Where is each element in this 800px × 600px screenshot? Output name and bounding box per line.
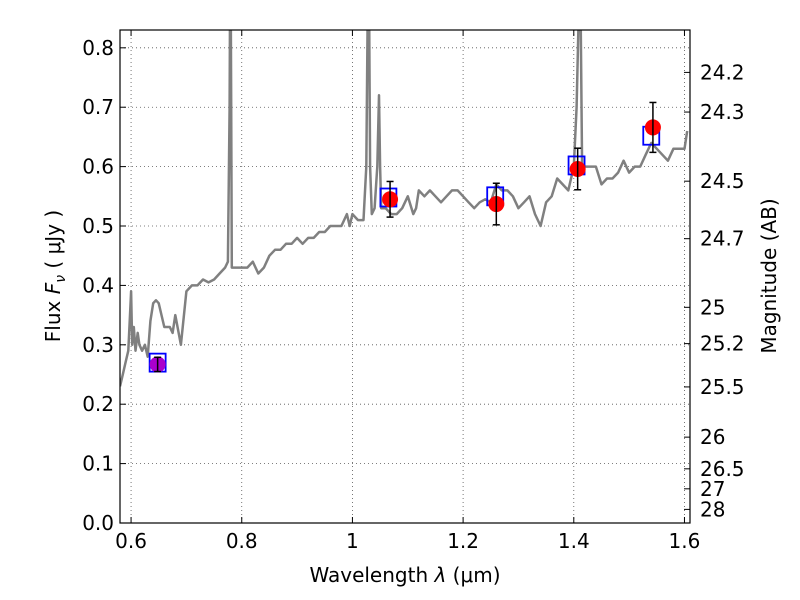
mag-tick-label: 27: [700, 477, 725, 501]
mag-tick-label: 24.7: [700, 227, 745, 251]
y-tick-label: 0.0: [82, 511, 114, 535]
y-tick-label: 0.4: [82, 273, 114, 297]
y-tick-label: 0.6: [82, 155, 114, 179]
model-sed-series: [120, 30, 689, 387]
y-axis-title-unit: ( μJy ): [41, 210, 65, 275]
y-tick-label: 0.5: [82, 214, 114, 238]
x-tick-label: 1.4: [558, 529, 590, 553]
y-axis-title: Flux Fν ( μJy ): [41, 210, 69, 342]
y-tick-label: 0.8: [82, 36, 114, 60]
x-tick-label: 0.6: [115, 529, 147, 553]
y2-axis-title: Magnitude (AB): [757, 198, 781, 353]
x-tick-label: 1: [346, 529, 359, 553]
y-axis-title-symbol: F: [41, 282, 65, 294]
mag-tick-label: 26.5: [700, 457, 745, 481]
x-axis-title-symbol: λ: [433, 563, 446, 587]
y-tick-label: 0.2: [82, 392, 114, 416]
x-tick-label: 1.2: [447, 529, 479, 553]
y-axis-title-subscript: ν: [53, 275, 69, 283]
mag-tick-label: 25: [700, 295, 725, 319]
y-tick-label: 0.1: [82, 452, 114, 476]
ticks: 0.6 0.8 1 1.2 1.4 1.6 0.0 0.1 0.2 0.3 0.4 0.5 0.6 0.7…: [82, 30, 745, 553]
mag-tick-label: 25.2: [700, 332, 745, 356]
mag-tick-label: 28: [700, 497, 725, 521]
model-sed-line: [120, 30, 689, 387]
mag-tick-label: 24.5: [700, 169, 745, 193]
x-tick-label: 1.6: [669, 529, 701, 553]
x-axis-title-text: Wavelength: [309, 563, 434, 587]
y-tick-label: 0.7: [82, 95, 114, 119]
y-axis-title-text: Flux: [41, 294, 65, 342]
mag-tick-label: 24.2: [700, 60, 745, 84]
x-axis-title: Wavelength λ (μm): [309, 563, 500, 587]
x-tick-label: 0.8: [226, 529, 258, 553]
mag-tick-label: 25.5: [700, 375, 745, 399]
plot-frame: [119, 29, 691, 524]
mag-tick-label: 26: [700, 425, 725, 449]
photometry-series: [148, 101, 661, 373]
mag-tick-label: 24.3: [700, 100, 745, 124]
y-tick-label: 0.3: [82, 333, 114, 357]
x-axis-title-unit: (μm): [446, 563, 500, 587]
